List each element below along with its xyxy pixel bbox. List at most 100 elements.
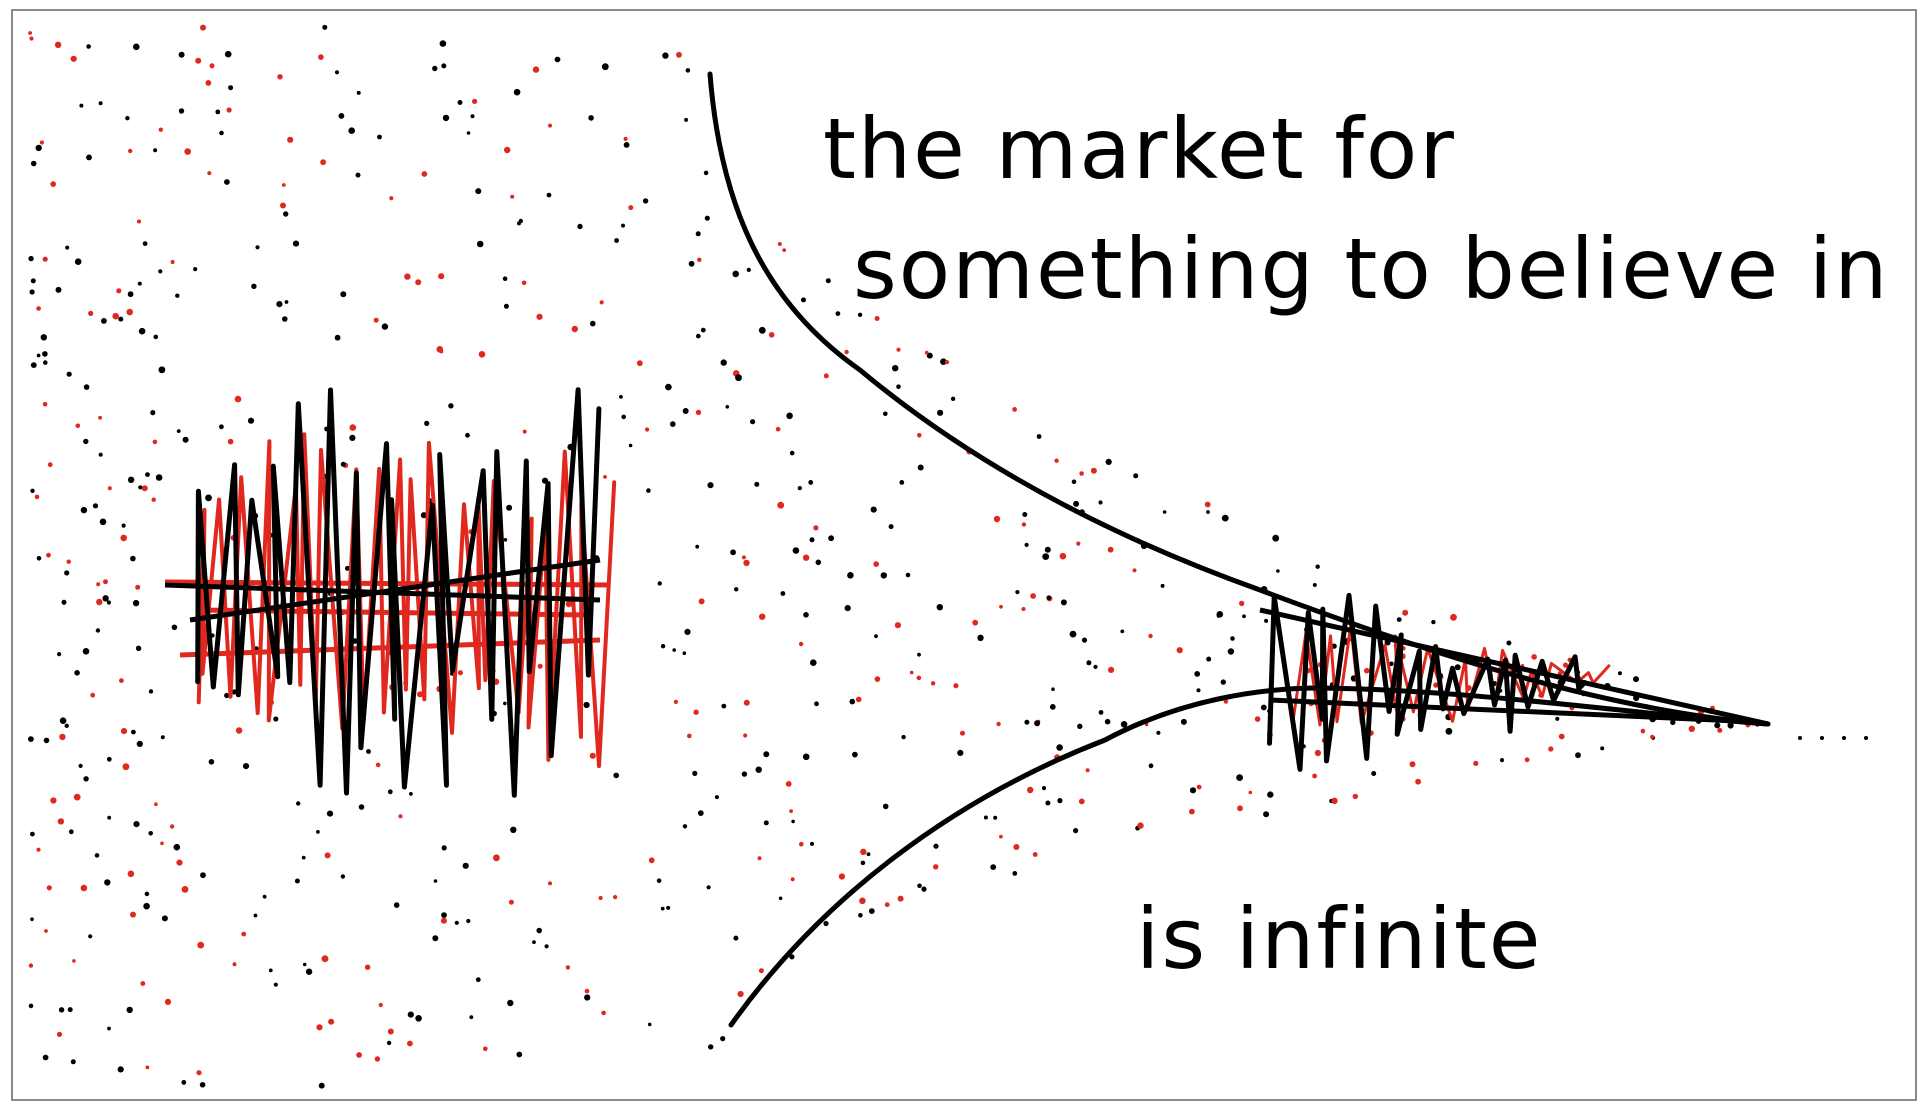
dot xyxy=(1082,638,1087,643)
dot xyxy=(1455,664,1461,670)
dot xyxy=(547,193,552,198)
dot xyxy=(1402,610,1408,616)
dot xyxy=(103,579,108,584)
dot xyxy=(72,959,76,963)
dot xyxy=(153,148,157,152)
dot xyxy=(705,216,710,221)
dot xyxy=(408,1012,414,1018)
dot xyxy=(165,999,171,1005)
dot xyxy=(303,963,307,967)
dot xyxy=(689,261,695,267)
dot xyxy=(156,474,163,481)
dot xyxy=(197,942,204,949)
dot xyxy=(548,124,552,128)
dot xyxy=(1086,768,1090,772)
dot xyxy=(990,864,996,870)
dot xyxy=(799,642,803,646)
dot xyxy=(455,921,459,925)
dot xyxy=(585,989,590,994)
dot xyxy=(1263,811,1269,817)
dot xyxy=(126,309,133,316)
dot xyxy=(280,203,286,209)
dot xyxy=(71,1059,76,1064)
dot xyxy=(42,351,48,357)
dot xyxy=(1272,535,1279,542)
dot xyxy=(824,373,829,378)
dot xyxy=(95,853,100,858)
dot xyxy=(791,877,795,881)
dot xyxy=(227,107,232,112)
dot xyxy=(377,135,382,140)
dot xyxy=(1313,583,1317,587)
dot xyxy=(590,321,596,327)
cartoon: the market for something to believe in i… xyxy=(0,0,1926,1105)
dot xyxy=(30,489,34,493)
dot xyxy=(744,700,750,706)
dot xyxy=(1249,791,1253,795)
dot xyxy=(96,599,102,605)
dot xyxy=(196,1070,201,1075)
dot xyxy=(47,885,52,890)
dot xyxy=(937,604,943,610)
dot xyxy=(885,902,890,907)
dot xyxy=(613,895,617,899)
dot xyxy=(1548,746,1553,751)
dot xyxy=(1316,565,1320,569)
dot xyxy=(803,612,809,618)
dot xyxy=(407,1041,413,1047)
dot xyxy=(514,89,521,96)
dot xyxy=(1331,798,1337,804)
dot xyxy=(398,814,402,818)
dot xyxy=(803,555,809,561)
dot xyxy=(422,171,428,177)
dot xyxy=(1037,434,1042,439)
dot xyxy=(233,962,237,966)
dot xyxy=(104,879,110,885)
dot xyxy=(1559,734,1565,740)
dot xyxy=(56,287,62,293)
dot xyxy=(118,317,123,322)
dot xyxy=(1156,731,1160,735)
dot xyxy=(661,907,665,911)
dot xyxy=(235,396,242,403)
dot xyxy=(538,664,543,669)
dot xyxy=(283,211,288,216)
dot xyxy=(602,63,609,70)
dot xyxy=(721,704,726,709)
dot xyxy=(683,824,687,828)
dot xyxy=(789,809,793,813)
dot xyxy=(293,241,299,247)
dot xyxy=(696,231,701,236)
dot xyxy=(86,155,92,161)
dot xyxy=(548,881,552,885)
dot xyxy=(374,318,379,323)
dot xyxy=(856,697,862,703)
dot xyxy=(121,728,127,734)
dot xyxy=(696,410,701,415)
dot xyxy=(628,205,633,210)
dot xyxy=(892,365,898,371)
dot xyxy=(76,424,81,429)
dot xyxy=(206,80,212,86)
dot xyxy=(1242,614,1246,618)
dot xyxy=(37,556,42,561)
dot xyxy=(588,115,594,121)
dot xyxy=(504,538,508,542)
dot xyxy=(782,248,786,252)
dot xyxy=(917,653,921,657)
dot xyxy=(181,1080,186,1085)
dot xyxy=(29,36,33,40)
dot xyxy=(62,600,67,605)
dot xyxy=(781,591,786,596)
dot xyxy=(340,291,346,297)
dot xyxy=(613,773,619,779)
dot xyxy=(1618,671,1622,675)
dot xyxy=(1798,736,1802,740)
dot xyxy=(1255,716,1261,722)
dot xyxy=(1555,717,1559,721)
dot xyxy=(46,553,51,558)
dot xyxy=(477,241,484,248)
dot xyxy=(29,289,34,294)
dot xyxy=(1237,805,1243,811)
dot xyxy=(1842,736,1846,740)
